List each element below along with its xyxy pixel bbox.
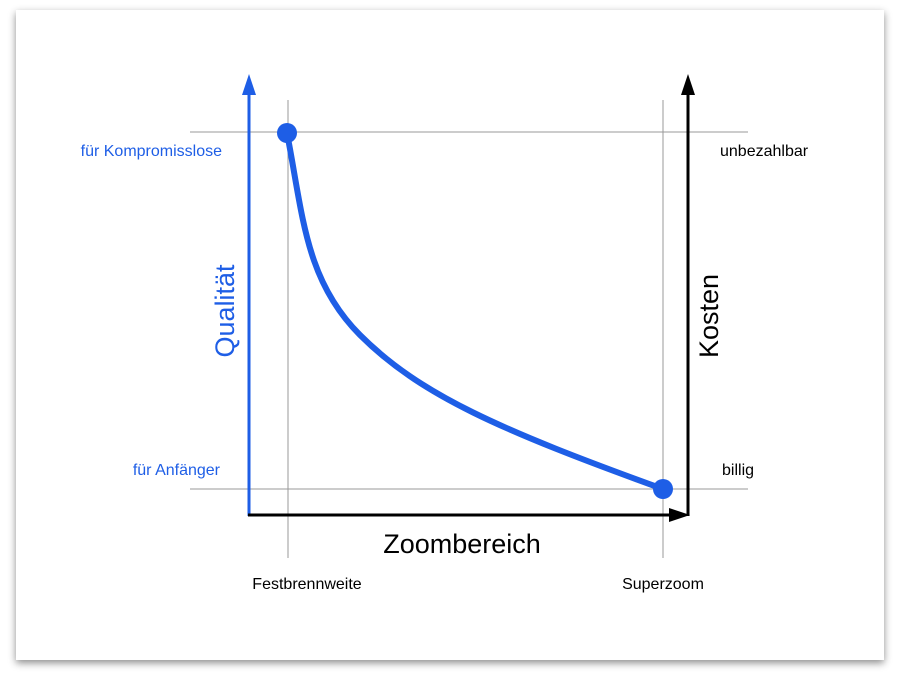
- arrow: [669, 508, 690, 522]
- axis-label: Qualität: [210, 264, 240, 358]
- arrow: [681, 74, 695, 95]
- label: Superzoom: [622, 576, 704, 593]
- axis-label: Zoombereich: [383, 529, 541, 559]
- label: für Kompromisslose: [81, 143, 222, 160]
- point: [277, 123, 297, 143]
- label: Festbrennweite: [252, 576, 361, 593]
- label: billig: [722, 462, 754, 479]
- card: [16, 10, 884, 660]
- label: unbezahlbar: [720, 143, 809, 160]
- point: [653, 479, 673, 499]
- curve: [284, 130, 666, 492]
- axis-label: Kosten: [694, 274, 724, 358]
- label: für Anfänger: [133, 462, 221, 479]
- arrow: [242, 74, 256, 95]
